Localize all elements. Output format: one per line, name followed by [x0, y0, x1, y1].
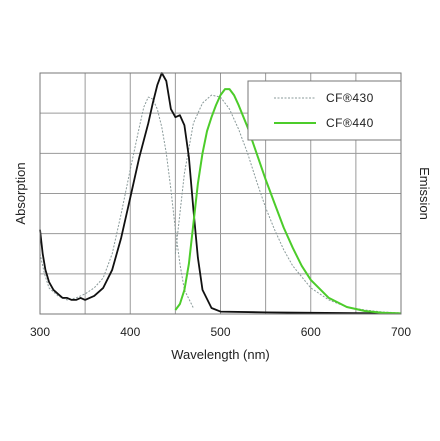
- series-line-cf430-emission: [174, 94, 402, 314]
- x-tick-label: 600: [301, 325, 321, 339]
- legend-label-cf430: CF®430: [326, 91, 374, 105]
- y-axis-title-right: Emission: [417, 167, 432, 220]
- legend: CF®430 CF®440: [247, 80, 402, 141]
- x-tick-labels: 300 400 500 600 700: [30, 325, 411, 339]
- series-line-cf440-emission: [174, 88, 402, 315]
- x-tick-label: 700: [391, 325, 411, 339]
- x-tick-label: 500: [210, 325, 230, 339]
- series-line-cf440-absorption: [39, 72, 402, 315]
- plot-frame: [39, 72, 402, 315]
- x-tick-label: 300: [30, 325, 50, 339]
- x-tick-label: 400: [120, 325, 140, 339]
- x-axis-title: Wavelength (nm): [171, 347, 270, 362]
- series-line-cf430-absorption: [39, 96, 194, 309]
- legend-label-cf440: CF®440: [326, 116, 374, 130]
- legend-box: [247, 80, 402, 141]
- series-layer: [39, 72, 402, 315]
- y-axis-title-left: Absorption: [13, 162, 28, 224]
